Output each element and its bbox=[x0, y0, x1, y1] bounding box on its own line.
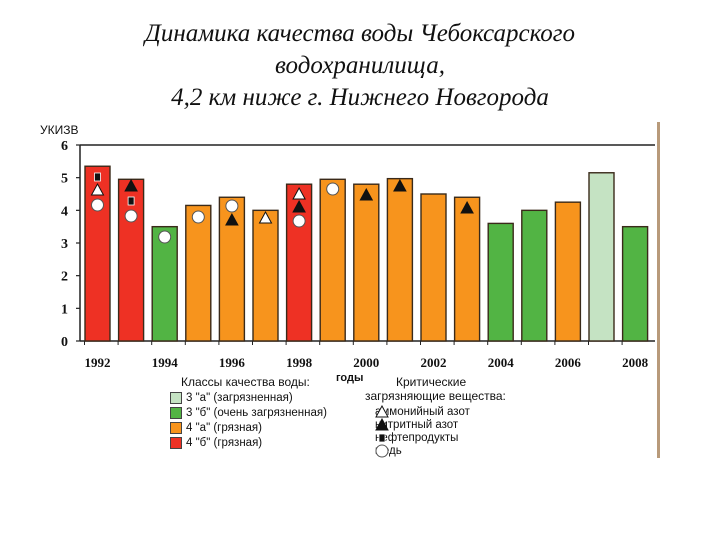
bar-2000 bbox=[353, 183, 380, 342]
bar-2007 bbox=[588, 172, 615, 342]
open-circle-icon bbox=[191, 210, 205, 224]
bar-2008 bbox=[621, 225, 649, 342]
bar-2004 bbox=[487, 222, 514, 342]
open-circle-icon bbox=[158, 230, 172, 244]
filled-triangle-icon bbox=[460, 200, 474, 214]
legend-swatch bbox=[170, 437, 182, 449]
small-square-icon bbox=[378, 433, 386, 443]
legend-item-class: 3 "а" (загрязненная) bbox=[170, 391, 293, 405]
x-tick-label: 1994 bbox=[152, 355, 179, 370]
filled-triangle-icon bbox=[292, 199, 306, 213]
legend-item-class: 4 "а" (грязная) bbox=[170, 421, 262, 435]
y-tick-label: 5 bbox=[61, 172, 68, 187]
right-border-line bbox=[657, 122, 660, 458]
legend-label: нефтепродукты bbox=[375, 432, 459, 444]
legend-item-class: 3 "б" (очень загрязненная) bbox=[170, 406, 327, 420]
filled-triangle-icon bbox=[225, 212, 239, 226]
title-line-3: 4,2 км ниже г. Нижнего Новгорода bbox=[171, 84, 549, 111]
legend-item-pollutant: нефтепродукты bbox=[375, 431, 458, 445]
bar-1993 bbox=[117, 178, 145, 342]
open-circle-icon bbox=[124, 209, 138, 223]
open-triangle-icon bbox=[258, 210, 273, 224]
open-circle-icon bbox=[375, 444, 389, 458]
legend-label: аммонийный азот bbox=[375, 406, 470, 418]
x-tick-label: 1998 bbox=[286, 355, 313, 370]
x-tick-label: 1992 bbox=[85, 355, 111, 370]
filled-triangle-icon bbox=[375, 418, 389, 431]
legend-item-pollutant: медь bbox=[375, 444, 402, 458]
open-triangle-icon bbox=[90, 182, 105, 196]
legend-label: нитритный азот bbox=[375, 419, 459, 431]
x-tick-label: 2006 bbox=[555, 355, 582, 370]
bar-1997 bbox=[252, 209, 279, 342]
bar-2006 bbox=[554, 201, 582, 342]
legend-item-class: 4 "б" (грязная) bbox=[170, 436, 262, 450]
bar-1994 bbox=[151, 225, 178, 342]
y-axis-label: УКИЗВ bbox=[40, 123, 79, 137]
bar-1995 bbox=[185, 204, 212, 342]
title-line-1: Динамика качества воды Чебоксарского bbox=[144, 20, 576, 47]
open-circle-icon bbox=[292, 214, 306, 228]
legend-swatch bbox=[170, 407, 182, 419]
legend-critical-title-1: Критические bbox=[396, 375, 467, 389]
filled-triangle-icon bbox=[124, 178, 138, 192]
bar-2005 bbox=[521, 209, 548, 342]
x-tick-label: 2004 bbox=[488, 355, 515, 370]
y-tick-label: 4 bbox=[61, 204, 68, 219]
open-circle-icon bbox=[326, 182, 340, 196]
legend-label: 3 "б" (очень загрязненная) bbox=[186, 407, 327, 419]
y-tick-label: 3 bbox=[61, 237, 68, 252]
y-tick-label: 1 bbox=[61, 302, 68, 317]
legend-swatch bbox=[170, 422, 182, 434]
x-tick-label: 2002 bbox=[421, 355, 447, 370]
small-square-icon bbox=[127, 196, 135, 206]
title-line-2: водохранилища, bbox=[275, 52, 445, 79]
open-circle-icon bbox=[91, 198, 104, 212]
open-triangle-icon bbox=[292, 186, 306, 200]
y-tick-label: 0 bbox=[61, 335, 68, 350]
legend-item-pollutant: аммонийный азот bbox=[375, 405, 470, 419]
x-tick-label: 1996 bbox=[219, 355, 246, 370]
legend-item-pollutant: нитритный азот bbox=[375, 418, 458, 432]
bar-2002 bbox=[420, 193, 447, 342]
x-tick-label: 2008 bbox=[622, 355, 649, 370]
chart-title: Динамика качества воды Чебоксарского вод… bbox=[0, 18, 720, 114]
open-triangle-icon bbox=[375, 405, 389, 418]
bar-2001 bbox=[386, 177, 414, 342]
filled-triangle-icon bbox=[359, 187, 374, 201]
legend-label: 3 "а" (загрязненная) bbox=[186, 392, 293, 404]
x-axis-label: годы bbox=[336, 372, 363, 384]
y-tick-label: 6 bbox=[61, 139, 68, 154]
legend-critical-title-2: загрязняющие вещества: bbox=[365, 389, 506, 403]
open-circle-icon bbox=[225, 199, 239, 213]
legend-swatch bbox=[170, 392, 182, 404]
small-square-icon bbox=[94, 172, 101, 182]
bar-2003 bbox=[453, 196, 481, 342]
filled-triangle-icon bbox=[393, 178, 407, 192]
x-tick-label: 2000 bbox=[353, 355, 379, 370]
legend-label: 4 "б" (грязная) bbox=[186, 437, 263, 449]
legend-classes-title: Классы качества воды: bbox=[181, 375, 310, 389]
bar-1999 bbox=[319, 178, 346, 342]
legend-label: 4 "а" (грязная) bbox=[186, 422, 262, 434]
y-tick-label: 2 bbox=[61, 270, 68, 285]
